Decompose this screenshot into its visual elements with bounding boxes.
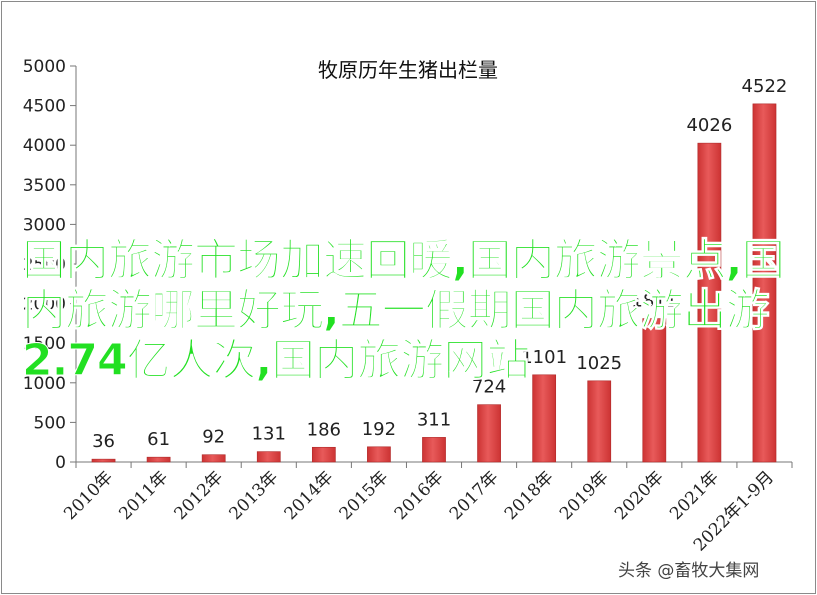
value-label: 1811 (631, 291, 677, 312)
y-tick-label: 2500 (23, 255, 66, 275)
value-label: 92 (202, 427, 225, 448)
bar (311, 446, 336, 463)
y-tick-label: 1000 (23, 374, 66, 394)
watermark: 头条 @畜牧大集网 (618, 561, 760, 581)
y-tick-label: 500 (34, 413, 66, 433)
bar (532, 374, 557, 463)
y-tick-label: 1500 (23, 334, 66, 354)
bar (587, 380, 612, 463)
value-label: 1101 (521, 347, 567, 368)
bar (422, 437, 446, 463)
value-label: 724 (472, 377, 506, 398)
y-tick-label: 5000 (23, 57, 66, 77)
value-label: 131 (252, 424, 286, 445)
value-label: 311 (417, 409, 451, 430)
overlay-headline: 国内旅游市场加速回暖,国内旅游景点,国内旅游哪里好玩,五一假期国内旅游出游2.7… (22, 235, 786, 386)
bar (146, 456, 171, 463)
y-tick-label: 3000 (23, 215, 66, 235)
y-tick-label: 0 (55, 453, 66, 473)
bar (642, 318, 667, 463)
value-label: 192 (362, 419, 396, 440)
value-label: 186 (307, 419, 341, 440)
value-labels: 36 61 92 131 186 192 311 724 1101 1025 1811 4026 452… (92, 76, 787, 452)
value-label: 4522 (742, 76, 788, 97)
bar (91, 458, 116, 463)
bar-series (91, 103, 777, 463)
bar (477, 404, 501, 463)
bar (367, 446, 391, 463)
bar (256, 451, 281, 463)
y-axis: 0 500 1000 1500 2000 2500 3000 3500 4000 4500 5000 (23, 57, 77, 473)
value-label: 4026 (686, 115, 732, 136)
y-tick-label: 3500 (23, 176, 66, 196)
value-label: 1025 (576, 353, 622, 374)
bar (201, 454, 226, 463)
y-tick-label: 4500 (23, 97, 66, 117)
y-tick-label: 2000 (23, 295, 66, 315)
bar (752, 103, 777, 463)
chart-title: 牧原历年生猪出栏量 (318, 58, 498, 82)
value-label: 36 (92, 431, 115, 452)
bar (697, 142, 722, 463)
y-tick-label: 4000 (23, 136, 66, 156)
value-label: 61 (147, 429, 170, 450)
